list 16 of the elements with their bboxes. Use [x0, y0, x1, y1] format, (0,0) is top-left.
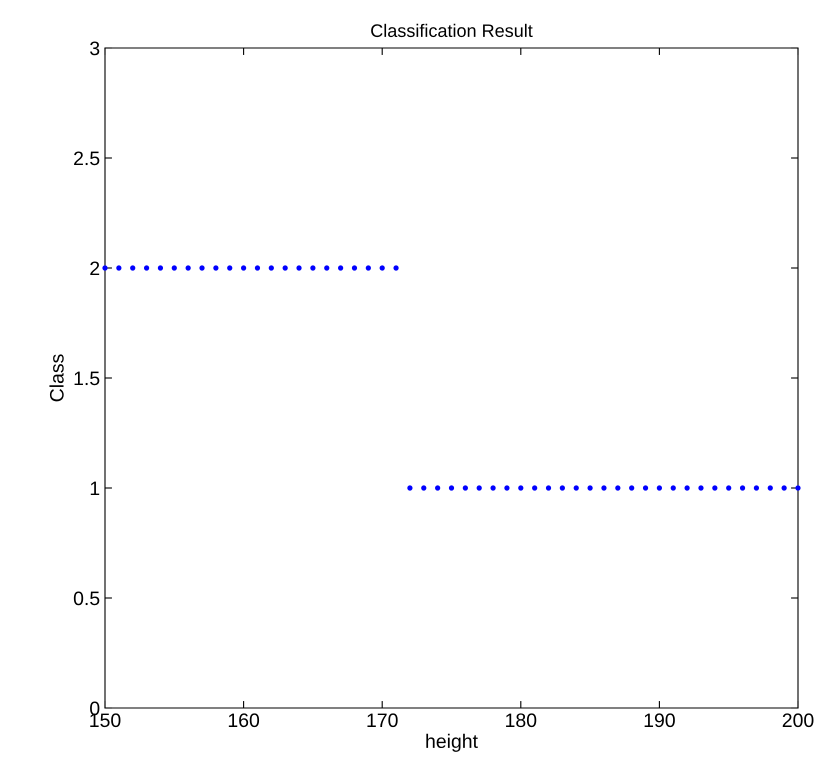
x-tick-label: 170	[367, 713, 398, 728]
y-tick-label: 2	[90, 261, 100, 276]
y-tick-label: 0.5	[74, 591, 100, 606]
x-tick-label: 150	[90, 713, 120, 728]
x-tick-label: 200	[782, 713, 814, 728]
y-tick-label: 1	[90, 482, 100, 496]
x-tick-label: 160	[228, 713, 260, 728]
y-tick-label: 0	[90, 701, 100, 716]
x-tick-label: 180	[506, 713, 536, 728]
y-axis-title: Class	[49, 354, 64, 402]
y-tick-label: 3	[90, 41, 100, 56]
y-tick-label: 2.5	[74, 151, 100, 166]
x-tick-label: 190	[644, 713, 675, 728]
x-axis-title: height	[426, 734, 478, 752]
chart-title: Classification Result	[371, 24, 533, 38]
y-tick-label: 1.5	[74, 372, 100, 386]
